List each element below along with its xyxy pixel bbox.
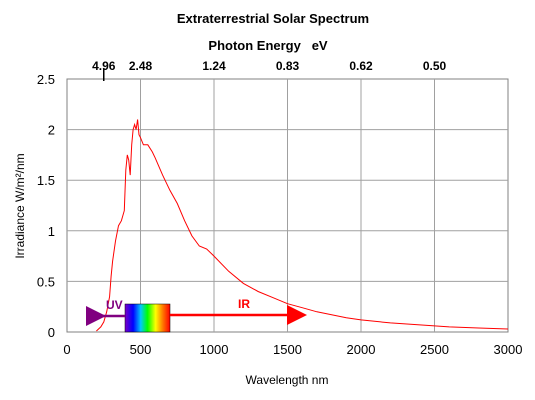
top-axis-tick-label: 2.48	[129, 59, 153, 73]
y-tick-label: 0.5	[37, 274, 55, 289]
top-axis-tick-label: 4.96	[92, 59, 116, 73]
visible-spectrum-bar	[124, 303, 171, 333]
top-axis-tick-label: 0.62	[349, 59, 373, 73]
y-axis-label: Irradiance W/m²/nm	[13, 153, 27, 258]
y-tick-label: 2	[48, 123, 55, 138]
y-tick-label: 1.5	[37, 173, 55, 188]
top-axis-tick-label: 0.50	[423, 59, 447, 73]
top-axis-tick-label: 0.83	[276, 59, 300, 73]
top-axis-tick-label: 1.24	[202, 59, 226, 73]
x-tick-label: 1000	[200, 342, 229, 357]
x-tick-label: 3000	[494, 342, 523, 357]
y-tick-label: 1	[48, 224, 55, 239]
top-axis-ticks: 4.96 2.48 1.24 0.83 0.62 0.50	[92, 59, 447, 81]
chart-title: Extraterrestrial Solar Spectrum	[177, 11, 369, 26]
grid	[67, 79, 508, 332]
y-tick-label: 2.5	[37, 72, 55, 87]
x-tick-label: 1500	[273, 342, 302, 357]
uv-label: UV	[106, 298, 123, 312]
y-tick-labels: 0 0.5 1 1.5 2 2.5	[37, 72, 55, 340]
spectrum-bands: UV IR	[86, 297, 307, 333]
x-tick-label: 2000	[347, 342, 376, 357]
x-tick-label: 2500	[420, 342, 449, 357]
x-tick-label: 0	[63, 342, 70, 357]
x-axis-label: Wavelength nm	[246, 373, 329, 387]
ir-label: IR	[238, 297, 250, 311]
x-tick-label: 500	[130, 342, 152, 357]
x-tick-labels: 0 500 1000 1500 2000 2500 3000	[63, 342, 522, 357]
spectrum-line	[96, 119, 509, 332]
top-axis-label: Photon Energy eV	[208, 38, 328, 53]
y-tick-label: 0	[48, 325, 55, 340]
